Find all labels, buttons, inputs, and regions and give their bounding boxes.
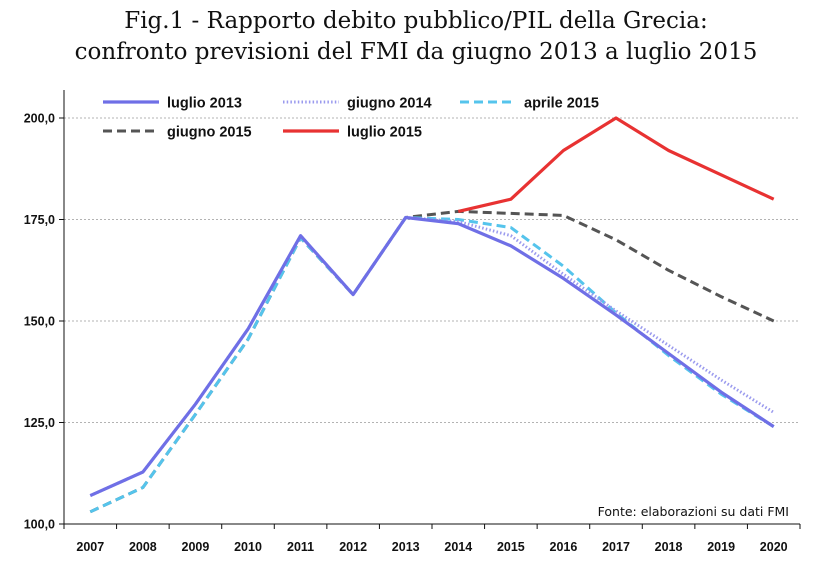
x-tick-label: 2017 — [602, 540, 630, 554]
legend-label: giugno 2014 — [347, 96, 432, 112]
x-tick-label: 2009 — [182, 540, 210, 554]
y-tick-label: 175,0 — [24, 213, 55, 227]
y-tick-label: 200,0 — [24, 112, 55, 126]
x-tick-labels: 2007 2008 2009 2010 2011 2012 2013 2014 2015 2016… — [76, 540, 787, 554]
x-tick-label: 2012 — [339, 540, 367, 554]
source-note: Fonte: elaborazioni su dati FMI — [598, 504, 789, 519]
legend: luglio 2013 giugno 2014 aprile 2015 giugno … — [103, 96, 599, 141]
x-tick-label: 2016 — [550, 540, 578, 554]
series-lines — [89, 116, 775, 514]
y-tick-label: 150,0 — [24, 315, 55, 329]
x-tick-label: 2018 — [655, 540, 683, 554]
x-tick-label: 2019 — [707, 540, 735, 554]
y-tick-label: 125,0 — [24, 416, 55, 430]
x-tick-label: 2007 — [76, 540, 104, 554]
series-line-giugno-2015 — [89, 209, 775, 514]
chart-title-line1: Fig.1 - Rapporto debito pubblico/PIL del… — [124, 8, 708, 34]
x-tick-label: 2008 — [129, 540, 157, 554]
grid-lines — [64, 117, 800, 423]
y-tick-label: 100,0 — [24, 518, 55, 532]
x-tick-label: 2013 — [392, 540, 420, 554]
x-tick-label: 2020 — [760, 540, 788, 554]
axes — [59, 90, 801, 529]
series-line-luglio-2013 — [89, 215, 775, 498]
x-tick-label: 2011 — [287, 540, 314, 554]
legend-label: giugno 2015 — [167, 125, 252, 141]
legend-label: luglio 2015 — [347, 125, 422, 141]
chart-title-line2: confronto previsioni del FMI da giugno 2… — [74, 39, 758, 65]
x-tick-label: 2015 — [497, 540, 525, 554]
chart-title: Fig.1 - Rapporto debito pubblico/PIL del… — [0, 6, 832, 68]
x-tick-label: 2014 — [444, 540, 472, 554]
legend-label: luglio 2013 — [167, 96, 242, 112]
y-tick-labels: 100,0 125,0 150,0 175,0 200,0 — [24, 112, 55, 532]
x-tick-label: 2010 — [234, 540, 262, 554]
series-line-luglio-2015 — [457, 116, 775, 213]
series-line-aprile-2015 — [89, 216, 775, 514]
legend-label: aprile 2015 — [524, 96, 599, 112]
